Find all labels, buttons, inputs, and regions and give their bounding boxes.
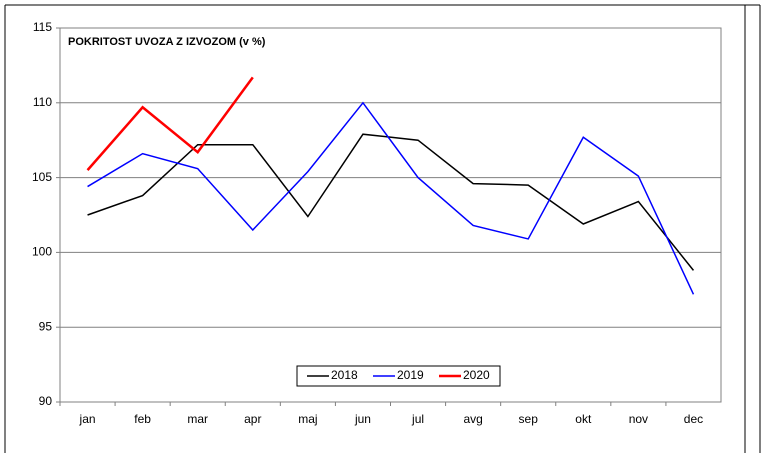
chart-title: POKRITOST UVOZA Z IZVOZOM (v %) [68, 36, 266, 48]
series-line [86, 76, 254, 171]
legend-label: 2019 [397, 368, 424, 382]
x-tick-label: jan [79, 412, 96, 426]
x-tick-label: maj [298, 412, 317, 426]
x-tick-label: avg [463, 412, 482, 426]
y-tick-label: 115 [33, 20, 52, 34]
legend-label: 2020 [463, 368, 490, 382]
y-tick-label: 95 [39, 319, 53, 333]
x-tick-label: dec [684, 412, 703, 426]
x-tick-label: feb [134, 412, 151, 426]
y-tick-label: 90 [39, 394, 53, 408]
x-tick-label: nov [629, 412, 648, 426]
x-tick-label: jul [411, 412, 424, 426]
x-tick-label: apr [244, 412, 261, 426]
x-tick-label: jun [354, 412, 371, 426]
x-tick-label: okt [575, 412, 592, 426]
y-tick-label: 100 [32, 245, 52, 259]
plot-area [59, 27, 722, 403]
y-tick-label: 105 [32, 170, 52, 184]
series-line [87, 101, 695, 295]
y-tick-label: 110 [33, 95, 52, 109]
x-tick-label: sep [519, 412, 539, 426]
legend-label: 2018 [331, 368, 358, 382]
x-tick-label: mar [187, 412, 208, 426]
series-line [87, 133, 695, 271]
legend-box [296, 365, 501, 387]
